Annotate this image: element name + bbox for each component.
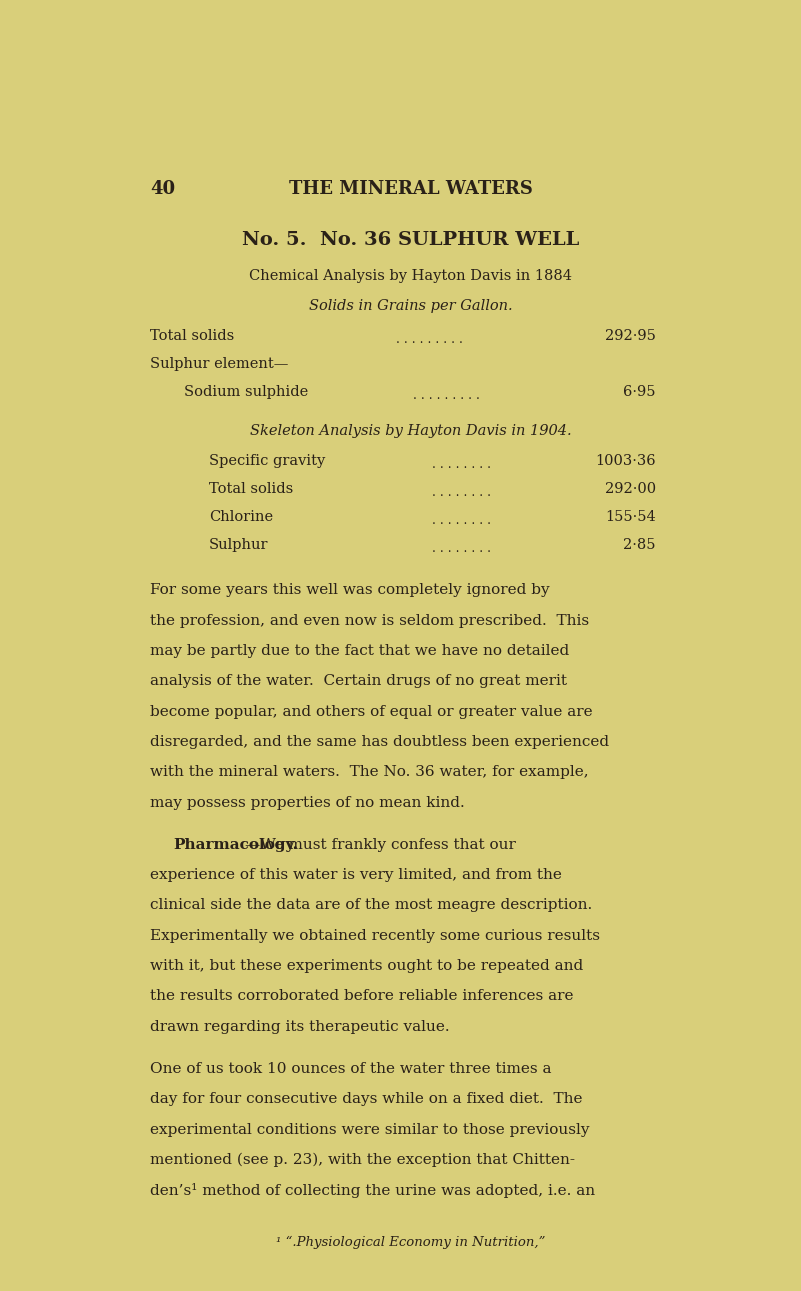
Text: 292·00: 292·00 [605,482,656,496]
Text: experimental conditions were similar to those previously: experimental conditions were similar to … [150,1123,590,1136]
Text: with it, but these experiments ought to be repeated and: with it, but these experiments ought to … [150,959,583,973]
Text: ¹ “.Physiological Economy in Nutrition,”: ¹ “.Physiological Economy in Nutrition,” [276,1235,545,1248]
Text: drawn regarding its therapeutic value.: drawn regarding its therapeutic value. [150,1020,449,1034]
Text: Skeleton Analysis by Hayton Davis in 1904.: Skeleton Analysis by Hayton Davis in 190… [250,425,571,439]
Text: Solids in Grains per Gallon.: Solids in Grains per Gallon. [308,300,513,312]
Text: analysis of the water.  Certain drugs of no great merit: analysis of the water. Certain drugs of … [150,674,567,688]
Text: Chemical Analysis by Hayton Davis in 1884: Chemical Analysis by Hayton Davis in 188… [249,270,572,283]
Text: One of us took 10 ounces of the water three times a: One of us took 10 ounces of the water th… [150,1062,551,1075]
Text: 40: 40 [150,179,175,198]
Text: mentioned (see p. 23), with the exception that Chitten-: mentioned (see p. 23), with the exceptio… [150,1153,575,1167]
Text: . . . . . . . .: . . . . . . . . [433,514,491,527]
Text: . . . . . . . .: . . . . . . . . [433,458,491,471]
Text: become popular, and others of equal or greater value are: become popular, and others of equal or g… [150,705,593,719]
Text: the profession, and even now is seldom prescribed.  This: the profession, and even now is seldom p… [150,613,589,627]
Text: 1003·36: 1003·36 [595,454,656,469]
Text: Total solids: Total solids [150,329,234,343]
Text: . . . . . . . . .: . . . . . . . . . [396,333,462,346]
Text: experience of this water is very limited, and from the: experience of this water is very limited… [150,868,562,882]
Text: 155·54: 155·54 [605,510,656,524]
Text: . . . . . . . .: . . . . . . . . [433,542,491,555]
Text: THE MINERAL WATERS: THE MINERAL WATERS [288,179,533,198]
Text: —We must frankly confess that our: —We must frankly confess that our [245,838,517,852]
Text: day for four consecutive days while on a fixed diet.  The: day for four consecutive days while on a… [150,1092,582,1106]
Text: with the mineral waters.  The No. 36 water, for example,: with the mineral waters. The No. 36 wate… [150,766,589,780]
Text: Pharmacology.: Pharmacology. [173,838,299,852]
Text: Sodium sulphide: Sodium sulphide [184,385,308,399]
Text: may be partly due to the fact that we have no detailed: may be partly due to the fact that we ha… [150,644,569,658]
Text: . . . . . . . . .: . . . . . . . . . [413,389,480,402]
Text: Specific gravity: Specific gravity [209,454,325,469]
Text: For some years this well was completely ignored by: For some years this well was completely … [150,584,549,598]
Text: the results corroborated before reliable inferences are: the results corroborated before reliable… [150,989,574,1003]
Text: . . . . . . . .: . . . . . . . . [433,485,491,498]
Text: den’s¹ method of collecting the urine was adopted, i.e. an: den’s¹ method of collecting the urine wa… [150,1184,595,1198]
Text: 2·85: 2·85 [623,537,656,551]
Text: Experimentally we obtained recently some curious results: Experimentally we obtained recently some… [150,928,600,942]
Text: clinical side the data are of the most meagre description.: clinical side the data are of the most m… [150,899,592,913]
Text: 6·95: 6·95 [623,385,656,399]
Text: Sulphur element—: Sulphur element— [150,356,288,371]
Text: 292·95: 292·95 [605,329,656,343]
Text: Chlorine: Chlorine [209,510,273,524]
Text: Total solids: Total solids [209,482,293,496]
Text: No. 5.  No. 36 SULPHUR WELL: No. 5. No. 36 SULPHUR WELL [242,231,579,249]
Text: disregarded, and the same has doubtless been experienced: disregarded, and the same has doubtless … [150,735,609,749]
Text: Sulphur: Sulphur [209,537,268,551]
Text: may possess properties of no mean kind.: may possess properties of no mean kind. [150,795,465,809]
